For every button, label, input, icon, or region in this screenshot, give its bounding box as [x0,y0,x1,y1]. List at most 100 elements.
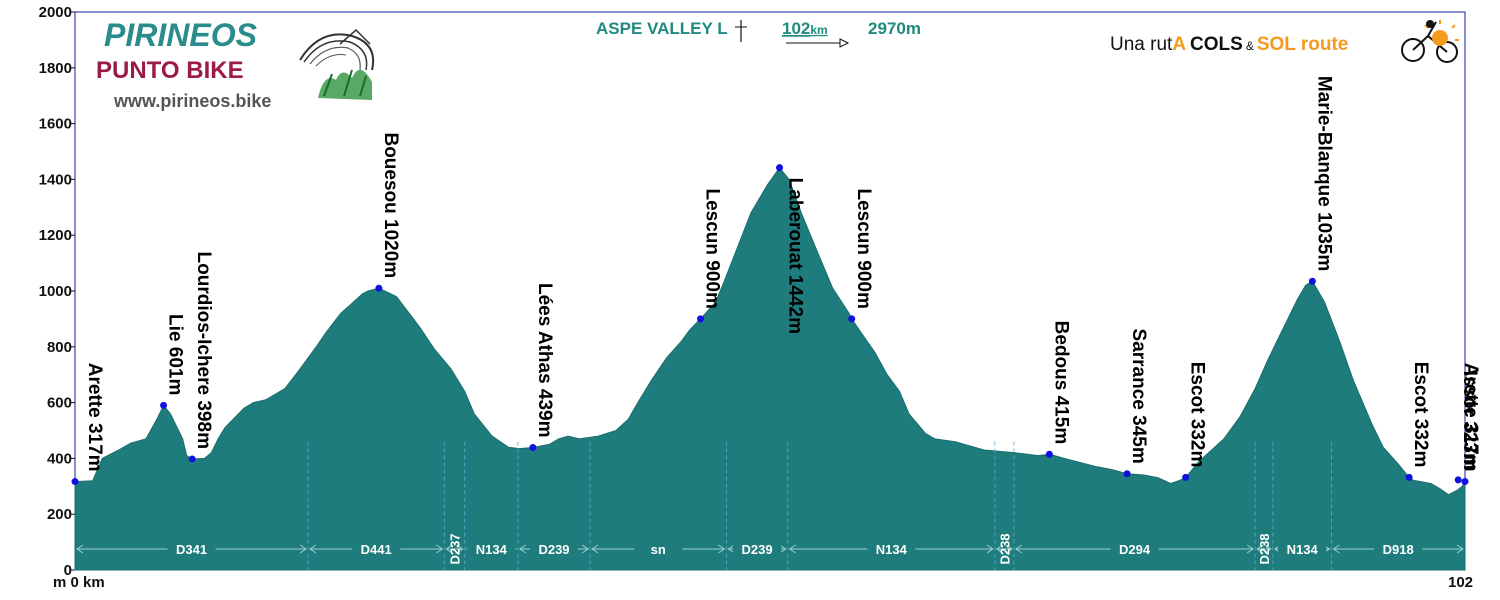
road-segment-label: D237 [448,533,463,564]
segment-arrow-head [1256,544,1264,554]
road-segment: N134 [464,441,517,570]
route-name: ASPE VALLEY L [596,19,728,38]
y-tick-label: 2000 [39,4,72,21]
segment-label-bg [1374,540,1423,556]
waypoint-marker [848,315,856,323]
y-tick-label: 1000 [39,283,72,300]
segment-arrow-head [1246,544,1255,554]
segment-arrow-head [995,544,1004,554]
road-segment-label: D238 [1257,533,1272,564]
waypoint: Sarrance 345m [1123,329,1149,478]
road-segment: D237 [443,441,464,570]
segment-label-bg [1110,540,1159,556]
road-segment-label: N134 [876,542,908,557]
waypoint-label: Lescun 900m [702,188,723,308]
waypoint-marker [1045,450,1053,458]
segment-arrow-head [788,544,796,554]
segment-arrow-head [1015,544,1023,554]
road-segment: N134 [787,441,994,570]
segment-arrow-head [1264,544,1272,554]
brand-logo: PIRINEOS PUNTO BIKE www.pirineos.bike [96,17,378,111]
waypoint-label: Arette 317m [1460,363,1481,472]
segment-label-bg [530,540,579,556]
segment-arrow-head [518,544,527,554]
road-segment: D341 [76,540,307,557]
waypoint-marker [697,315,704,323]
road-segment: D238 [994,441,1013,570]
distance-arrow-head [839,38,850,48]
waypoint-label: Bedous 415m [1050,321,1071,445]
segment-arrow-head [456,544,464,554]
y-tick-label: 200 [47,506,72,523]
segment-label-bg [467,540,516,556]
waypoint-marker [1308,277,1316,285]
waypoint-label: Lourdios-Ichere 398m [193,252,214,449]
segment-label-bg [733,540,782,556]
tagline-text: Una rutA COLS & SOL route [1110,34,1348,55]
road-segment: D918 [1331,441,1464,570]
elevation-area [74,166,1466,571]
waypoints: Arette 317m Lie 601m Lourdios-Ichere 398m B… [71,76,1481,486]
waypoint-label: Sarrance 345m [1128,329,1149,464]
waypoint-marker [1461,478,1469,486]
y-tick-label: 1800 [39,60,72,77]
waypoint: Bedous 415m [1045,321,1071,458]
road-segment-label: sn [651,542,666,557]
segment-arrow-head [718,544,726,554]
y-tick-label: 1400 [39,171,72,188]
segment-arrow-head [591,544,599,554]
segment-arrow-head [309,544,317,554]
y-tick-label: 400 [47,450,72,467]
route-header: ASPE VALLEY L 102km 2970m [596,19,921,48]
logo-subtitle: PUNTO BIKE [96,57,244,84]
waypoint: Escot 332m [1405,362,1431,481]
x-axis-start-label: m 0 km [53,574,105,591]
segment-arrow-head [76,544,84,554]
waypoint: Arette 317m [1460,363,1481,486]
y-tick-label: 1600 [39,116,72,133]
road-segment-label: D294 [1119,542,1151,557]
waypoint: Marie-Blanque 1035m [1308,76,1334,285]
segment-arrow-head [445,544,453,554]
segment-arrow-head [779,544,787,554]
segment-arrow-head [1005,544,1013,554]
waypoint-label: Issor 323m [1459,371,1480,470]
waypoint-marker [1123,470,1131,478]
waypoint: Laberouat 1442m [776,164,806,334]
waypoint-marker [160,401,168,409]
road-segment-label: N134 [1287,542,1319,557]
waypoint: Lées Athas 439m [529,283,555,452]
waypoint: Lescun 900m [848,188,874,323]
waypoint-label: Escot 332m [1187,362,1208,468]
road-segment: D238 [1254,441,1272,570]
waypoint-label: Bouesou 1020m [380,132,401,278]
road-segment-label: D238 [997,533,1012,564]
waypoint-marker [1405,473,1413,481]
y-tick-label: 800 [47,339,72,356]
waypoint-label: Arette 317m [84,363,105,472]
waypoint: Lie 601m [160,314,186,409]
road-segment: N134 [1272,441,1331,570]
x-axis-end-label: 102 [1448,574,1473,591]
road-segment-label: D918 [1383,542,1414,557]
road-segments: D341 D441 D237 N134 D239 sn D239 N134 D238 D294 D2… [76,441,1464,570]
segment-arrow-head [986,544,994,554]
waypoint-marker [375,284,383,292]
segment-label-bg [352,540,401,556]
waypoint: Escot 332m [1182,362,1208,481]
mountain-logo-icon [296,27,378,103]
waypoint-marker [529,444,537,452]
cyclist-sun-icon [1401,20,1459,63]
waypoint-label: Lées Athas 439m [534,283,555,438]
road-segment: D441 [307,441,444,570]
waypoint-marker [1182,473,1190,481]
waypoint-marker [188,455,196,463]
waypoint-label: Lescun 900m [853,188,874,308]
segment-label-bg [1278,540,1327,556]
waypoint: Lourdios-Ichere 398m [188,252,214,463]
road-segment: D294 [1013,441,1255,570]
road-segment-label: D239 [538,542,569,557]
tagline: Una rutA COLS & SOL route [1110,20,1459,63]
road-segment-label: D341 [176,542,207,557]
